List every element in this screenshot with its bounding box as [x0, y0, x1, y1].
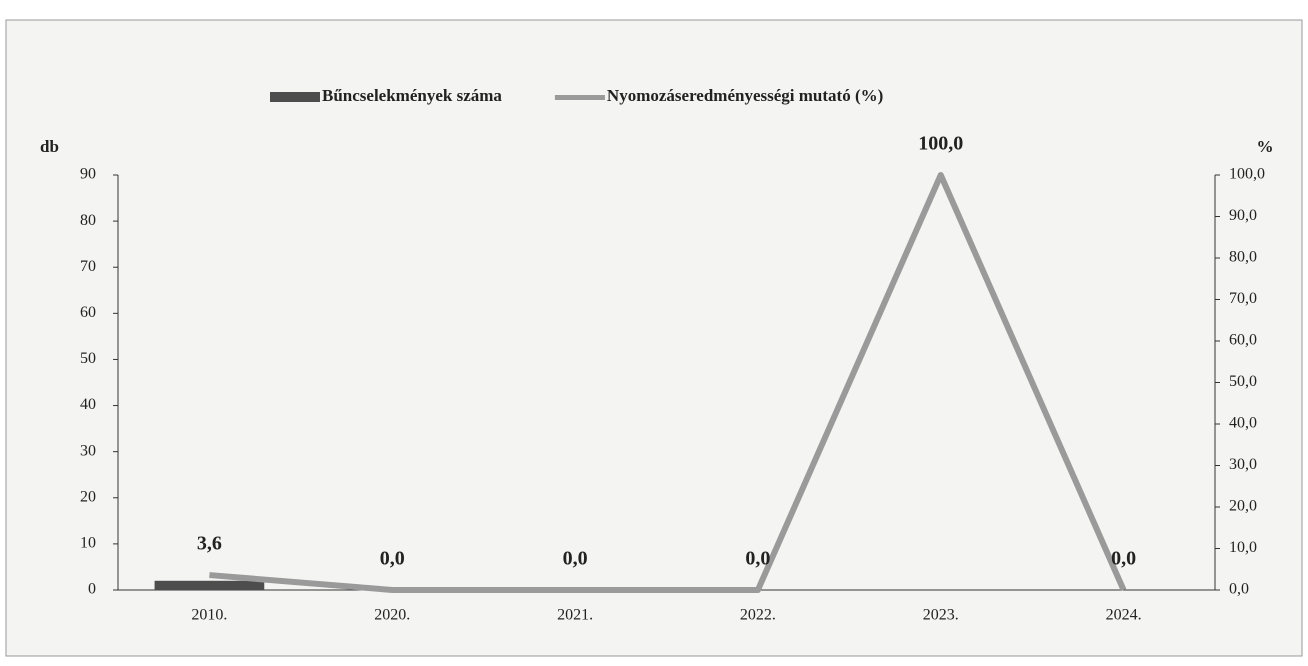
y2-tick-label: 0,0	[1229, 581, 1249, 598]
y2-tick-label: 30,0	[1229, 456, 1257, 473]
y2-tick-label: 10,0	[1229, 539, 1257, 556]
y-tick-label: 60	[80, 304, 96, 321]
y2-tick-label: 20,0	[1229, 498, 1257, 515]
data-label: 3,6	[197, 533, 222, 555]
y2-tick-label: 60,0	[1229, 332, 1257, 349]
y2-tick-label: 90,0	[1229, 207, 1257, 224]
legend-label: Bűncselekmények száma	[322, 86, 502, 105]
y2-tick-label: 70,0	[1229, 290, 1257, 307]
legend-label: Nyomozáseredményességi mutató (%)	[607, 86, 883, 105]
y-tick-label: 20	[80, 488, 96, 505]
line	[209, 172, 1127, 593]
y2-tick-label: 50,0	[1229, 373, 1257, 390]
data-label: 0,0	[1111, 548, 1136, 570]
y2-tick-label: 100,0	[1229, 166, 1265, 183]
y-tick-label: 0	[88, 581, 96, 598]
y-tick-label: 50	[80, 350, 96, 367]
y2-tick-label: 80,0	[1229, 249, 1257, 266]
data-label: 100,0	[918, 133, 963, 155]
x-tick-label: 2021.	[557, 607, 593, 624]
y2-tick-label: 40,0	[1229, 415, 1257, 432]
y-tick-label: 40	[80, 396, 96, 413]
legend-swatch	[270, 92, 320, 102]
x-tick-label: 2024.	[1106, 607, 1142, 624]
y-tick-label: 70	[80, 258, 96, 275]
data-label: 0,0	[563, 548, 588, 570]
x-tick-label: 2022.	[740, 607, 776, 624]
y-tick-label: 10	[80, 535, 96, 552]
data-label: 0,0	[745, 548, 770, 570]
y-tick-label: 30	[80, 442, 96, 459]
x-tick-label: 2023.	[923, 607, 959, 624]
bar	[154, 580, 265, 590]
data-label: 0,0	[380, 548, 405, 570]
y-axis-label: db	[40, 137, 59, 156]
x-tick-label: 2020.	[374, 607, 410, 624]
legend-swatch	[554, 95, 605, 100]
y2-axis-label: %	[1257, 137, 1274, 156]
x-tick-label: 2010.	[191, 607, 227, 624]
chart-frame	[5, 19, 1303, 657]
y-tick-label: 80	[80, 212, 96, 229]
y-tick-label: 90	[80, 166, 96, 183]
